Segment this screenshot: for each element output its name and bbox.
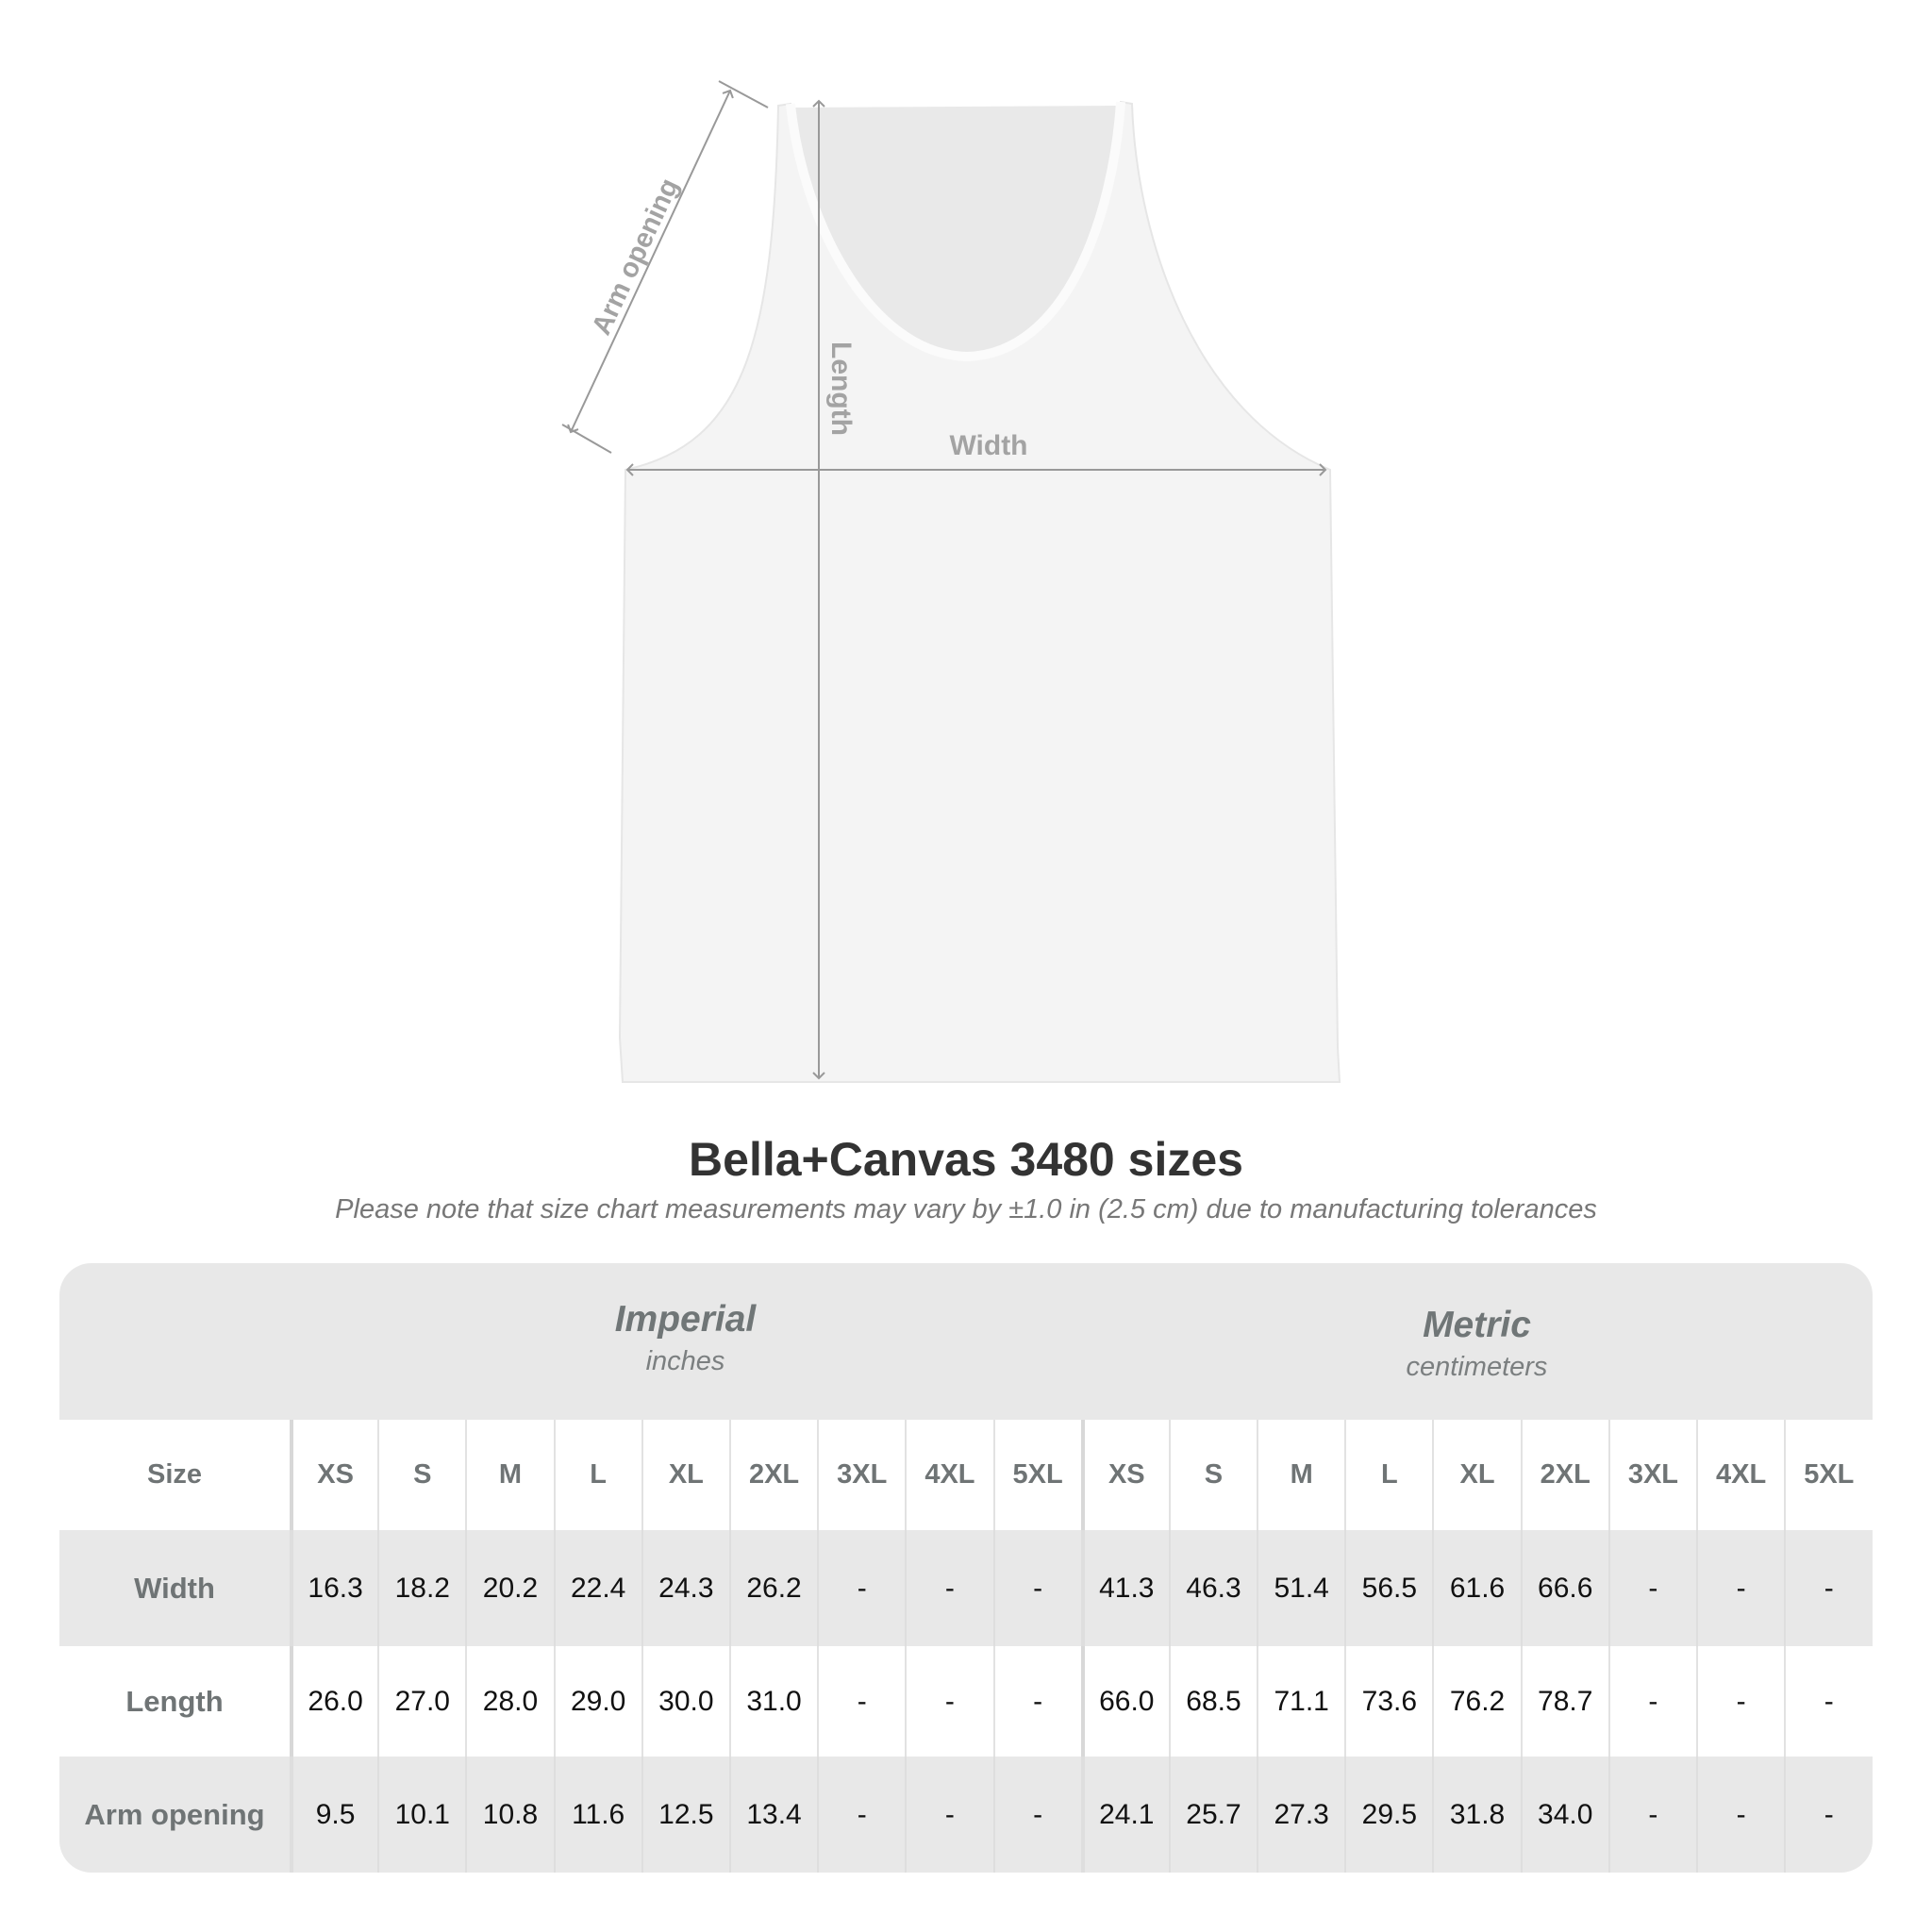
imperial-header: Imperial inches bbox=[290, 1263, 1081, 1456]
imperial-value-cell: - bbox=[817, 1757, 905, 1873]
imperial-value-cell: 29.0 bbox=[553, 1646, 641, 1757]
metric-value-cell: 41.3 bbox=[1080, 1530, 1169, 1646]
metric-value-cell: 71.1 bbox=[1257, 1646, 1344, 1757]
arm-opening-label: Arm opening bbox=[587, 174, 686, 340]
imperial-value-cell: 12.5 bbox=[641, 1757, 729, 1873]
imperial-value-cell: - bbox=[817, 1646, 905, 1757]
table-row: Arm opening 9.5 10.1 10.8 11.6 12.5 13.4- - -24.… bbox=[59, 1757, 1873, 1873]
imperial-unit: inches bbox=[645, 1346, 725, 1376]
size-column-header: Size bbox=[146, 1459, 203, 1490]
imperial-value-cell: - bbox=[992, 1646, 1081, 1757]
imperial-value-cell: 16.3 bbox=[290, 1530, 377, 1646]
imperial-size-header: 2XL bbox=[728, 1420, 817, 1530]
imperial-size-header: M bbox=[465, 1420, 553, 1530]
metric-value-cell: 78.7 bbox=[1520, 1646, 1608, 1757]
metric-value-cell: - bbox=[1696, 1646, 1784, 1757]
metric-value-cell: - bbox=[1784, 1530, 1872, 1646]
imperial-value-cell: 10.8 bbox=[465, 1757, 553, 1873]
imperial-value-cell: 31.0 bbox=[728, 1646, 817, 1757]
metric-value-cell: 34.0 bbox=[1520, 1757, 1608, 1873]
metric-value-cell: - bbox=[1784, 1757, 1872, 1873]
tank-top-inner-neck bbox=[792, 106, 1119, 353]
length-label: Length bbox=[825, 341, 857, 436]
imperial-size-header: 5XL bbox=[992, 1420, 1081, 1530]
imperial-value-cell: 9.5 bbox=[290, 1757, 377, 1873]
metric-value-cell: 76.2 bbox=[1432, 1646, 1520, 1757]
imperial-value-cell: 11.6 bbox=[553, 1757, 641, 1873]
table-row: Width 16.3 18.2 20.2 22.4 24.3 26.2- - -41.3 46.3… bbox=[59, 1530, 1873, 1646]
imperial-value-cell: 18.2 bbox=[377, 1530, 465, 1646]
metric-value-cell: - bbox=[1607, 1646, 1696, 1757]
imperial-value-cell: 20.2 bbox=[465, 1530, 553, 1646]
tolerance-note: Please note that size chart measurements… bbox=[335, 1194, 1597, 1224]
metric-size-header: XL bbox=[1432, 1420, 1520, 1530]
metric-size-header: 3XL bbox=[1607, 1420, 1696, 1530]
metric-value-cell: - bbox=[1784, 1646, 1872, 1757]
table-row: Length 26.0 27.0 28.0 29.0 30.0 31.0- - -66.0 68.… bbox=[59, 1646, 1873, 1757]
metric-label: Metric bbox=[1423, 1305, 1531, 1345]
metric-value-cell: 66.0 bbox=[1080, 1646, 1169, 1757]
metric-size-header: XS bbox=[1080, 1420, 1169, 1530]
imperial-value-cell: - bbox=[905, 1757, 992, 1873]
imperial-size-header: XS bbox=[290, 1420, 377, 1530]
row-label: Length bbox=[125, 1684, 224, 1718]
tank-top-diagram: Arm opening Length Width bbox=[561, 80, 1341, 1083]
metric-size-header: 4XL bbox=[1696, 1420, 1784, 1530]
imperial-value-cell: 24.3 bbox=[641, 1530, 729, 1646]
metric-value-cell: 27.3 bbox=[1257, 1757, 1344, 1873]
imperial-size-header: 4XL bbox=[905, 1420, 992, 1530]
imperial-value-cell: 26.2 bbox=[728, 1530, 817, 1646]
arm-opening-arrow bbox=[567, 89, 734, 434]
imperial-value-cell: 13.4 bbox=[728, 1757, 817, 1873]
metric-value-cell: 68.5 bbox=[1168, 1646, 1257, 1757]
metric-value-cell: 66.6 bbox=[1520, 1530, 1608, 1646]
page-title: Bella+Canvas 3480 sizes bbox=[689, 1133, 1243, 1186]
imperial-size-header: XL bbox=[641, 1420, 729, 1530]
metric-value-cell: - bbox=[1696, 1757, 1784, 1873]
imperial-value-cell: - bbox=[817, 1530, 905, 1646]
metric-value-cell: - bbox=[1607, 1757, 1696, 1873]
imperial-value-cell: 27.0 bbox=[377, 1646, 465, 1757]
metric-value-cell: 61.6 bbox=[1432, 1530, 1520, 1646]
imperial-value-cell: 30.0 bbox=[641, 1646, 729, 1757]
metric-value-cell: 24.1 bbox=[1080, 1757, 1169, 1873]
imperial-value-cell: 26.0 bbox=[290, 1646, 377, 1757]
imperial-value-cell: - bbox=[992, 1530, 1081, 1646]
metric-value-cell: - bbox=[1607, 1530, 1696, 1646]
metric-value-cell: 25.7 bbox=[1168, 1757, 1257, 1873]
metric-size-header: L bbox=[1344, 1420, 1432, 1530]
imperial-size-header: S bbox=[377, 1420, 465, 1530]
imperial-size-header: L bbox=[553, 1420, 641, 1530]
imperial-label: Imperial bbox=[614, 1299, 757, 1340]
metric-value-cell: 56.5 bbox=[1344, 1530, 1432, 1646]
row-label: Arm opening bbox=[84, 1797, 265, 1831]
metric-size-header: 5XL bbox=[1784, 1420, 1872, 1530]
metric-size-header: M bbox=[1257, 1420, 1344, 1530]
metric-value-cell: 51.4 bbox=[1257, 1530, 1344, 1646]
metric-value-cell: 46.3 bbox=[1168, 1530, 1257, 1646]
imperial-value-cell: - bbox=[992, 1757, 1081, 1873]
width-label: Width bbox=[949, 430, 1027, 461]
size-table: Imperial inches Metric centimeters Size X… bbox=[59, 1263, 1873, 1873]
imperial-size-header: 3XL bbox=[817, 1420, 905, 1530]
metric-header: Metric centimeters bbox=[1081, 1263, 1873, 1461]
metric-size-header: S bbox=[1168, 1420, 1257, 1530]
metric-size-header: 2XL bbox=[1520, 1420, 1608, 1530]
row-label: Width bbox=[134, 1571, 215, 1605]
size-header-row: Size XS S M L XL 2XL 3XL 4XL 5XL XS S M L XL 2XL 3XL 4XL 5… bbox=[59, 1420, 1873, 1530]
metric-value-cell: 31.8 bbox=[1432, 1757, 1520, 1873]
metric-unit: centimeters bbox=[1406, 1352, 1548, 1382]
metric-value-cell: 73.6 bbox=[1344, 1646, 1432, 1757]
metric-value-cell: 29.5 bbox=[1344, 1757, 1432, 1873]
imperial-value-cell: - bbox=[905, 1646, 992, 1757]
imperial-value-cell: 22.4 bbox=[553, 1530, 641, 1646]
imperial-value-cell: - bbox=[905, 1530, 992, 1646]
metric-value-cell: - bbox=[1696, 1530, 1784, 1646]
imperial-value-cell: 28.0 bbox=[465, 1646, 553, 1757]
imperial-value-cell: 10.1 bbox=[377, 1757, 465, 1873]
